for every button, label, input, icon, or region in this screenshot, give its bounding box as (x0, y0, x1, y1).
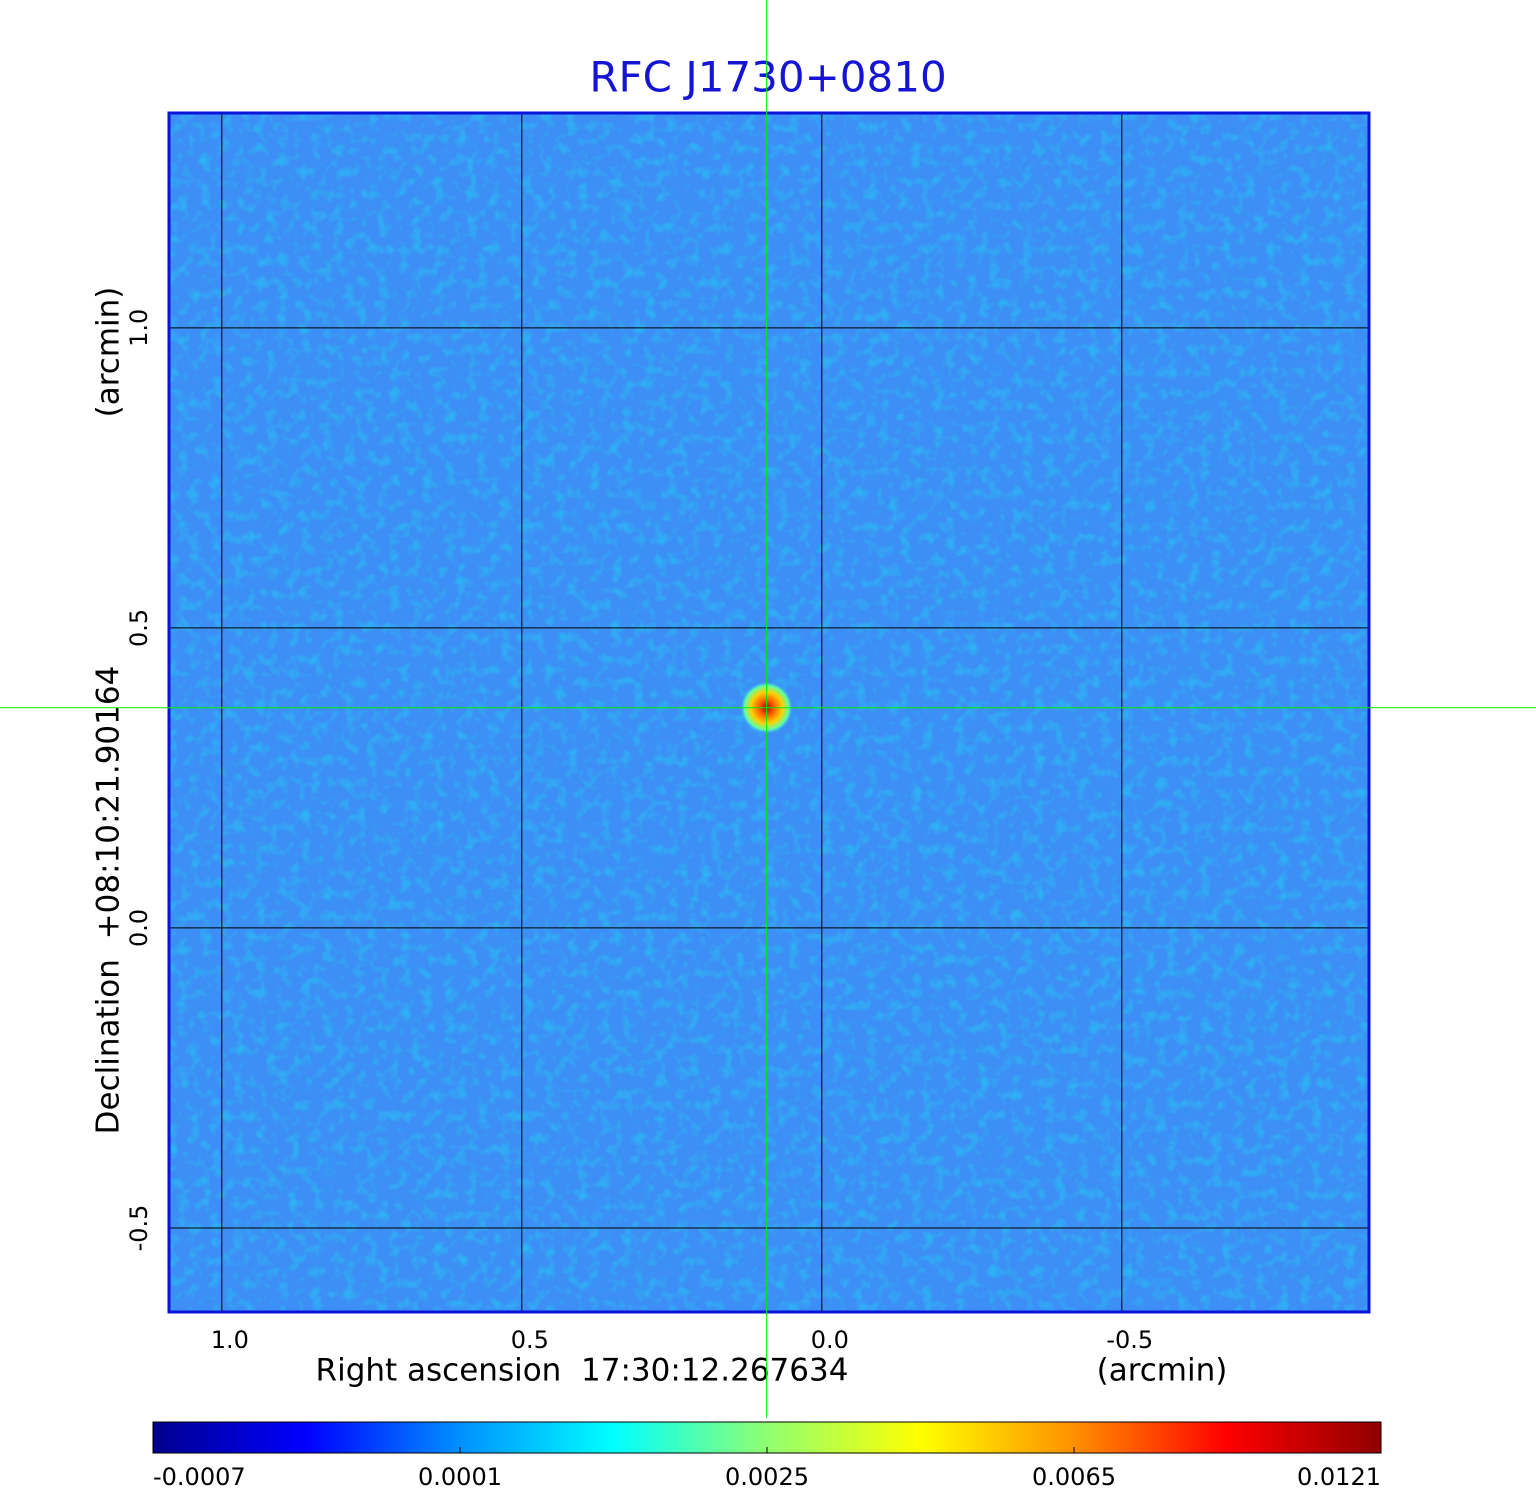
x-tick-label: -0.5 (1106, 1326, 1153, 1354)
chart-title: RFC J1730+0810 (589, 53, 946, 102)
y-tick-label: 0.5 (125, 609, 153, 647)
y-tick-label: -0.5 (125, 1205, 153, 1252)
x-tick-label: 1.0 (211, 1326, 249, 1354)
colorbar-tick-label: 0.0121 (1297, 1463, 1381, 1491)
y-tick-label: 1.0 (125, 309, 153, 347)
colorbar-tick-label: 0.0065 (1032, 1463, 1116, 1491)
plot-frame (167, 111, 1371, 1314)
x-tick-label: 0.5 (511, 1326, 549, 1354)
colorbar-tick-label: 0.0001 (418, 1463, 502, 1491)
colorbar-tick-label: -0.0007 (153, 1463, 246, 1491)
x-axis-unit: (arcmin) (1097, 1353, 1228, 1389)
y-axis-label: Declination +08:10:21.90164 (91, 666, 127, 1135)
y-axis-unit: (arcmin) (91, 287, 127, 418)
y-tick-label: 0.0 (125, 909, 153, 947)
colorbar-tick-label: 0.0025 (725, 1463, 809, 1491)
x-tick-label: 0.0 (811, 1326, 849, 1354)
x-axis-label: Right ascension 17:30:12.267634 (316, 1353, 849, 1389)
